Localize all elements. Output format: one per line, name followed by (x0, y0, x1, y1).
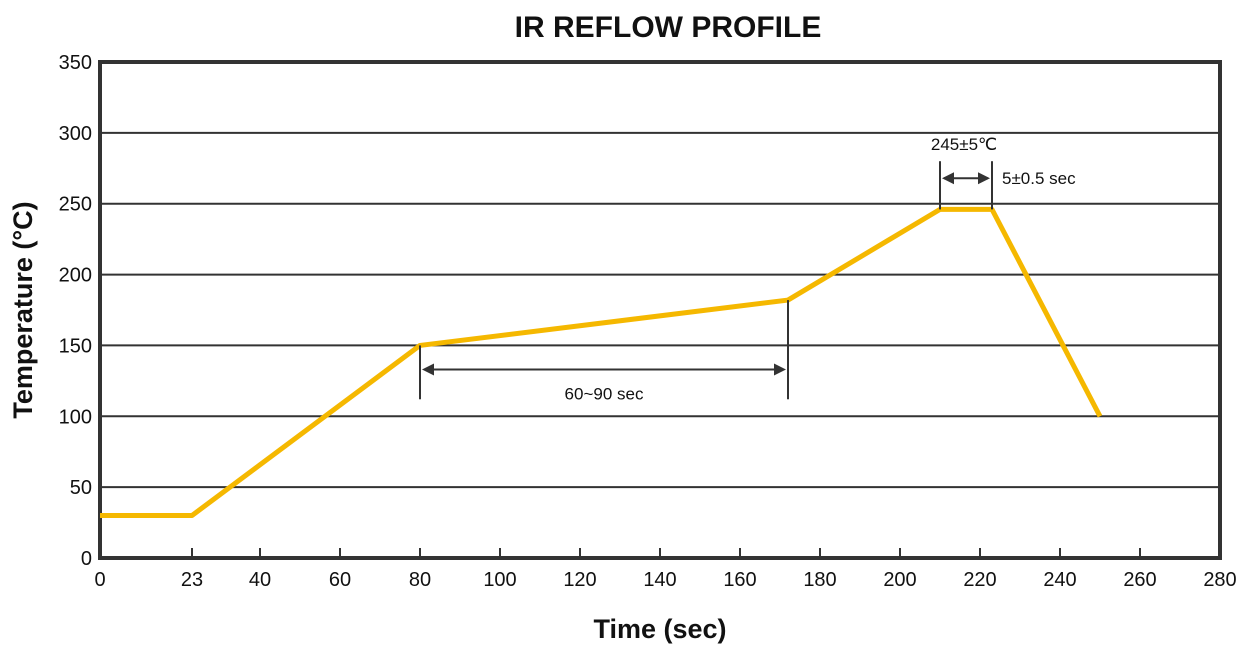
profile-line-0 (100, 206, 1103, 518)
x-tick-label-0: 0 (94, 569, 105, 591)
y-tick-label-200: 200 (59, 265, 92, 287)
x-tick-label-120: 120 (563, 569, 596, 591)
x-tick-label-280: 280 (1203, 569, 1236, 591)
grid-lines (100, 131, 1220, 489)
y-tick-label-100: 100 (59, 406, 92, 428)
peak-duration-label: 5±0.5 sec (1002, 169, 1076, 188)
x-tick-label-40: 40 (249, 569, 271, 591)
peak-arrow-right (978, 172, 990, 185)
x-tick-label-100: 100 (483, 569, 516, 591)
soak-arrow-left (422, 363, 434, 376)
y-axis-label: Temperature (°C) (8, 201, 38, 418)
x-axis-label: Time (sec) (593, 614, 726, 644)
y-tick-label-350: 350 (59, 52, 92, 74)
annotations: 60~90 sec 245±5℃ 5±0.5 sec (419, 135, 1076, 403)
x-tick-label-200: 200 (883, 569, 916, 591)
y-tick-label-0: 0 (81, 548, 92, 570)
x-tick-label-240: 240 (1043, 569, 1076, 591)
peak-arrow-left (942, 172, 954, 185)
x-tick-label-140: 140 (643, 569, 676, 591)
x-tick-label-180: 180 (803, 569, 836, 591)
x-tick-label-60: 60 (329, 569, 351, 591)
x-tick-label-80: 80 (409, 569, 431, 591)
plot-frame (98, 60, 1222, 560)
y-tick-label-150: 150 (59, 335, 92, 357)
x-tick-label-220: 220 (963, 569, 996, 591)
soak-arrow-right (774, 363, 786, 376)
x-tick-label-260: 260 (1123, 569, 1156, 591)
y-tick-label-300: 300 (59, 123, 92, 145)
y-tick-label-250: 250 (59, 194, 92, 216)
chart-title: IR REFLOW PROFILE (515, 11, 822, 44)
peak-temperature-label: 245±5℃ (931, 135, 997, 154)
y-tick-label-50: 50 (70, 477, 92, 499)
profile-series (100, 206, 1103, 518)
x-tick-label-23: 23 (181, 569, 203, 591)
soak-duration-label: 60~90 sec (565, 384, 644, 403)
tick-labels: 0 50 100 150 200 250 300 350 0 23 40 60 80 100 120 140 1… (59, 52, 1237, 591)
x-tick-label-160: 160 (723, 569, 756, 591)
